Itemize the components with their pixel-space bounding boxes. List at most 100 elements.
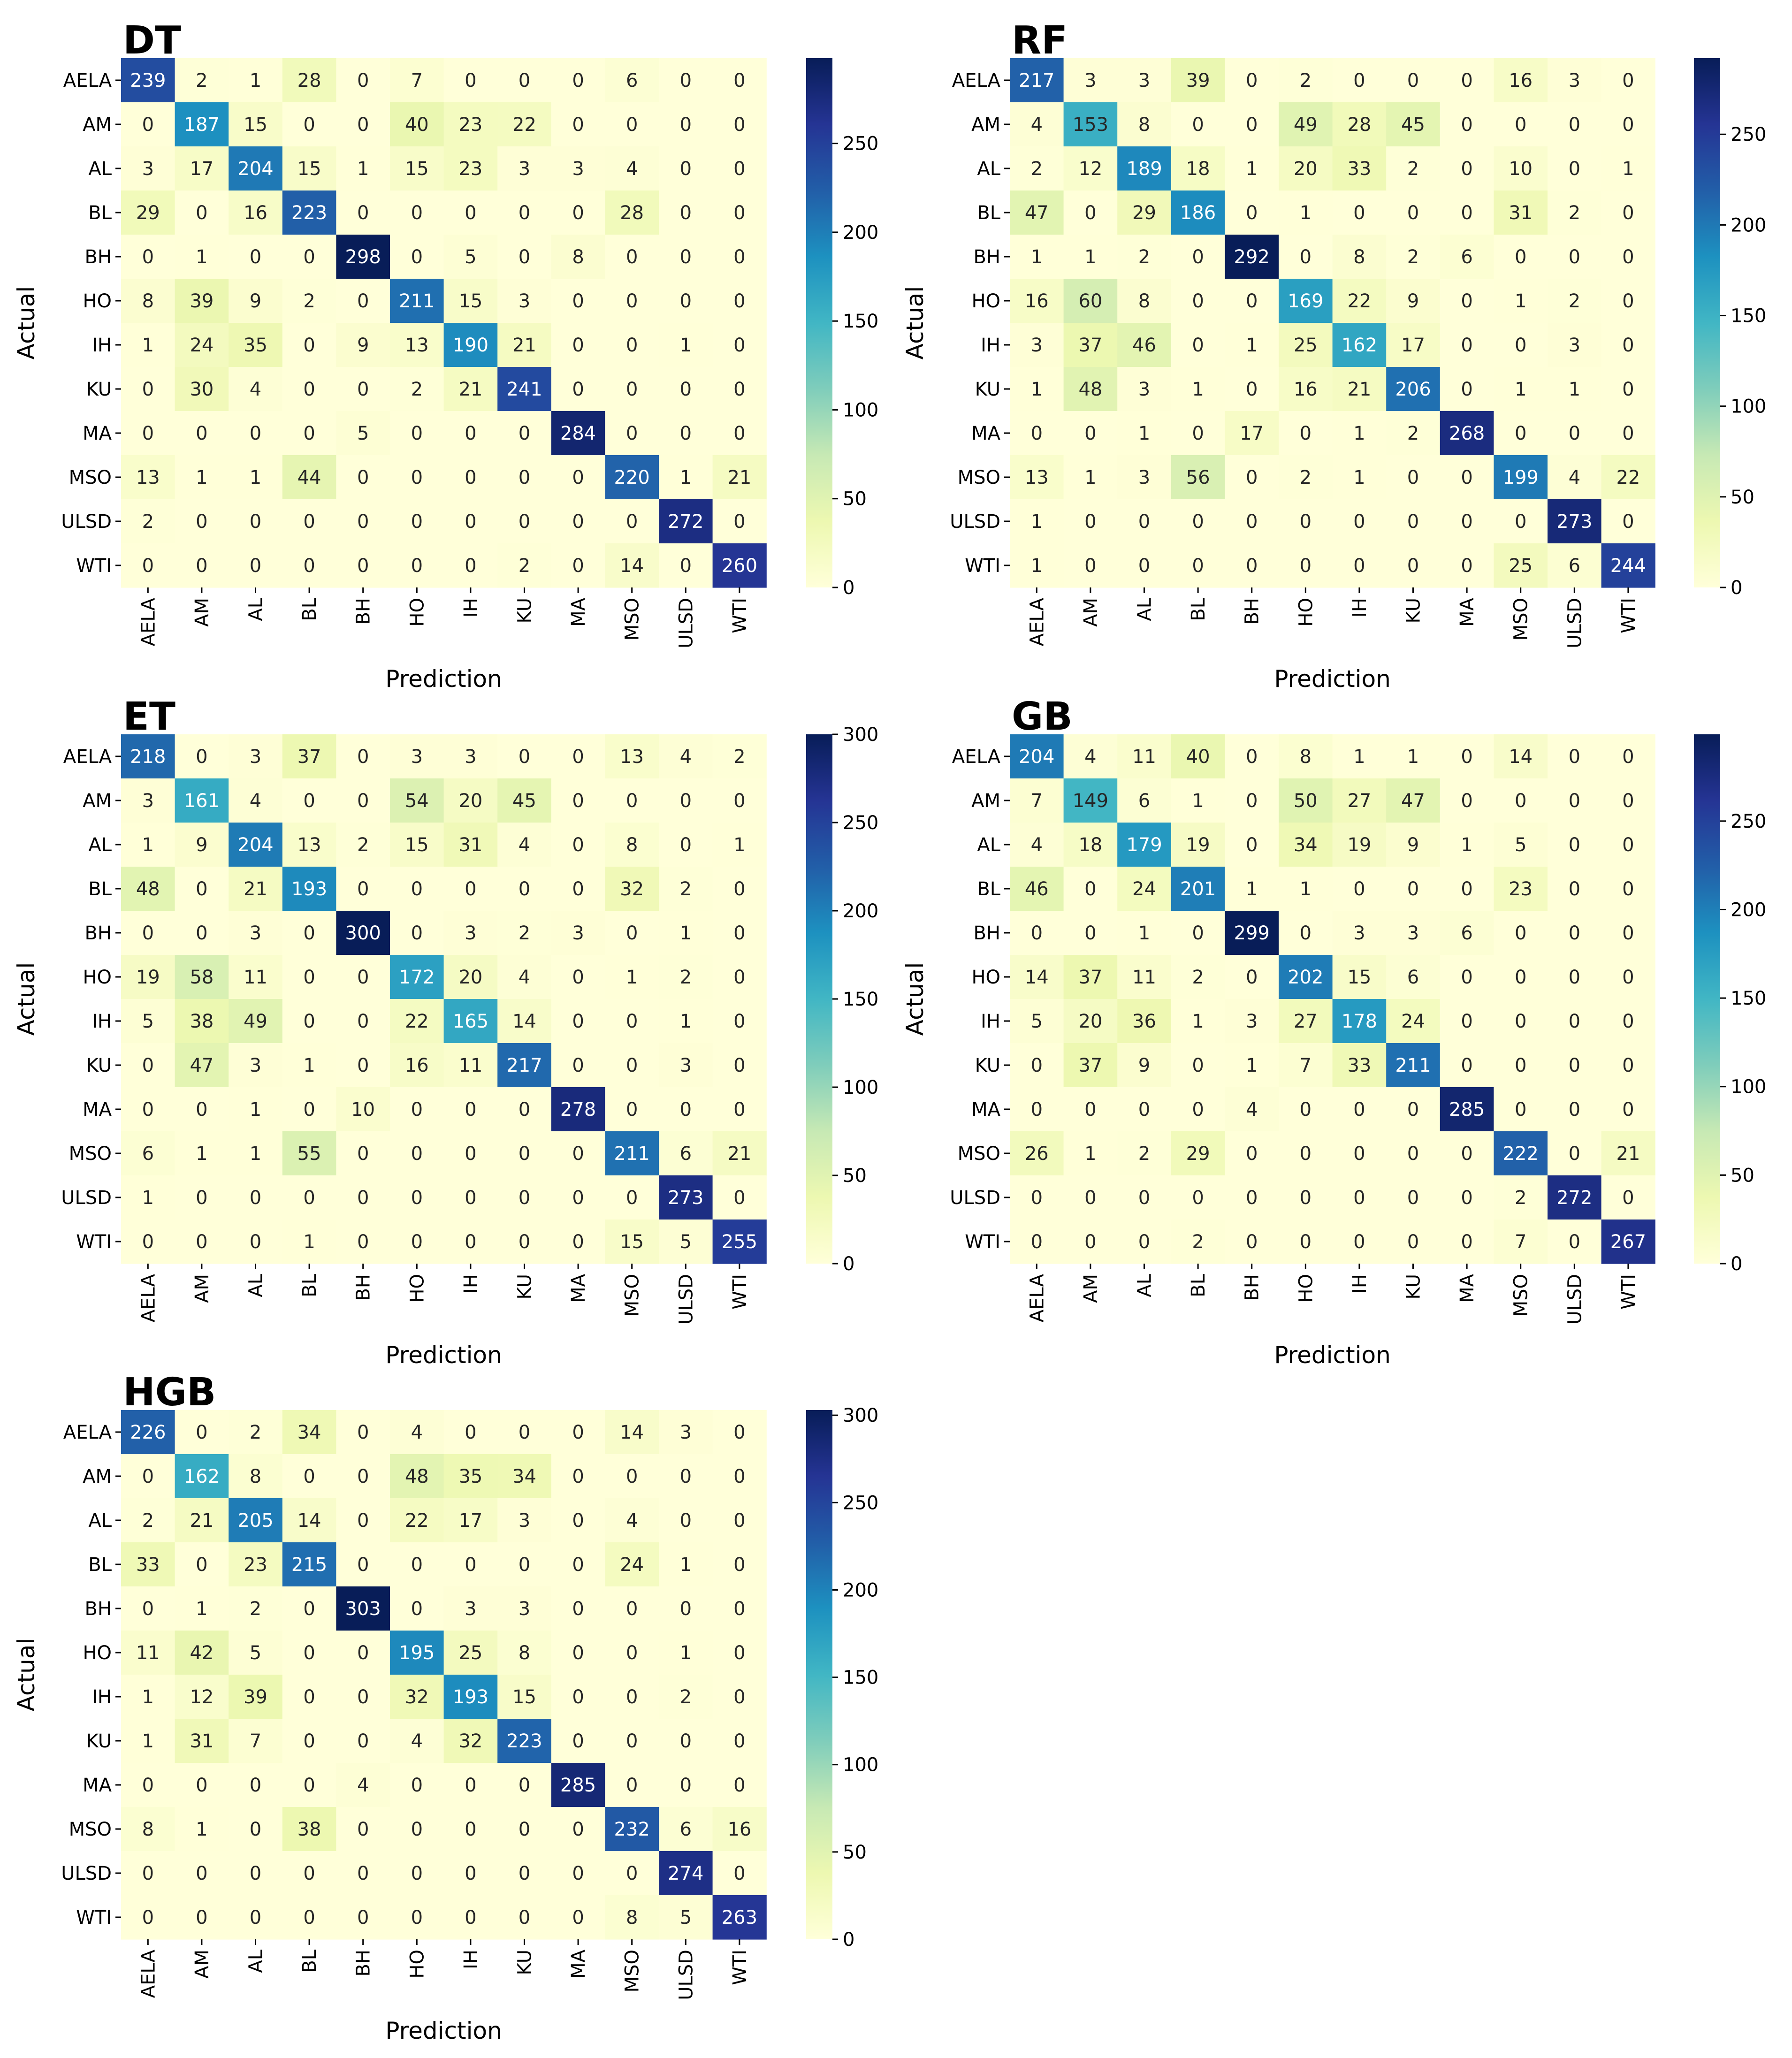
heatmap-cell [121,1851,175,1896]
y-tick-label: MSO [958,1143,1000,1165]
x-tick-label: WTI [1618,598,1639,633]
heatmap-cell [1386,543,1441,588]
cell-value-label: 0 [357,1686,369,1708]
heatmap-cell [659,411,713,456]
colorbar-tick-label: 150 [1731,305,1766,327]
heatmap-cell [1279,1175,1333,1220]
cell-value-label: 0 [1569,158,1580,180]
x-tick-label: AM [1080,1274,1102,1303]
x-axis-label: Prediction [385,2017,502,2044]
cell-value-label: 0 [196,746,207,768]
heatmap-cell [336,1454,390,1499]
colorbar-tick-label: 50 [1731,487,1754,508]
heatmap-cell [1171,146,1225,191]
cell-value-label: 0 [196,511,207,533]
cell-value-label: 2 [1407,246,1419,268]
heatmap-cell [175,1895,229,1940]
heatmap-cell [1063,911,1118,955]
cell-value-label: 0 [357,1422,369,1443]
heatmap-cell [443,102,498,147]
cell-value-label: 0 [1407,511,1419,533]
heatmap-cell [605,911,659,955]
colorbar-tick-label: 250 [843,1492,878,1514]
heatmap-cell [1117,191,1172,235]
heatmap-cell [605,543,659,588]
heatmap-cell [1171,734,1225,779]
cell-value-label: 0 [519,511,530,533]
x-tick-label: AL [245,597,267,621]
heatmap-cell [1063,191,1118,235]
cell-value-label: 0 [465,555,476,577]
heatmap-cell [1548,955,1602,999]
cell-value-label: 39 [190,290,214,312]
heatmap-cell [282,1410,336,1455]
cell-value-label: 0 [1515,335,1526,356]
cell-value-label: 0 [142,1055,154,1076]
heatmap-cell [1440,1043,1494,1088]
heatmap-cell [1548,146,1602,191]
cell-value-label: 22 [405,1510,429,1532]
heatmap-cell [551,1220,605,1264]
cell-value-label: 22 [1347,290,1371,312]
cell-value-label: 0 [142,246,154,268]
heatmap-cell [1117,58,1172,103]
cell-value-label: 0 [1622,290,1634,312]
heatmap-cell [1332,1220,1387,1264]
cell-value-label: 162 [1342,335,1377,356]
cell-value-label: 0 [357,511,369,533]
cell-value-label: 15 [1347,967,1371,988]
cell-value-label: 0 [1192,1055,1204,1076]
heatmap-cell [229,499,283,544]
cell-value-label: 186 [1180,202,1216,224]
heatmap-cell [336,543,390,588]
heatmap-cell [1225,911,1279,955]
cell-value-label: 205 [237,1510,273,1532]
cell-value-label: 17 [1240,423,1264,444]
heatmap-cell [551,543,605,588]
cell-value-label: 16 [1294,379,1318,400]
x-tick-label: IH [1349,1274,1371,1294]
cell-value-label: 2 [1515,1187,1526,1209]
heatmap-cell [1332,102,1387,147]
x-axis-label: Prediction [1274,1342,1390,1369]
heatmap-cell [443,1807,498,1852]
cell-value-label: 1 [680,1554,692,1576]
cell-value-label: 274 [668,1863,703,1884]
colorbar-tick-label: 200 [843,222,878,244]
heatmap-cell [712,1542,767,1587]
cell-value-label: 0 [250,1863,261,1884]
cell-value-label: 3 [519,1598,530,1620]
heatmap-cell [121,999,175,1044]
heatmap-cell [551,1719,605,1763]
cell-value-label: 1 [142,1730,154,1752]
x-tick-label: AELA [1026,597,1048,646]
cell-value-label: 4 [250,790,261,812]
heatmap-cell [551,1175,605,1220]
heatmap-cell [712,367,767,412]
cell-value-label: 0 [572,1730,584,1752]
heatmap-cell [605,1454,659,1499]
heatmap-cell [1171,499,1225,544]
colorbar-tick-label: 50 [1731,1165,1754,1186]
cell-value-label: 36 [1132,1011,1156,1032]
heatmap-cell [1010,323,1064,367]
y-tick-label: HO [971,967,1000,988]
heatmap-cell [1279,911,1333,955]
heatmap-cell [659,734,713,779]
heatmap-cell [1117,499,1172,544]
cell-value-label: 0 [733,878,745,900]
cell-value-label: 5 [1515,834,1526,856]
heatmap-cell [175,1763,229,1807]
cell-value-label: 0 [1622,1011,1634,1032]
y-tick-label: BH [84,1598,112,1620]
cell-value-label: 204 [237,158,273,180]
x-tick-label: BL [299,1273,320,1297]
heatmap-cell [121,543,175,588]
cell-value-label: 60 [1078,290,1102,312]
heatmap-cell [121,823,175,867]
cell-value-label: 0 [680,1730,692,1752]
heatmap-cell [1225,543,1279,588]
cell-value-label: 0 [572,70,584,91]
heatmap-cell [175,1631,229,1675]
cell-value-label: 0 [680,290,692,312]
